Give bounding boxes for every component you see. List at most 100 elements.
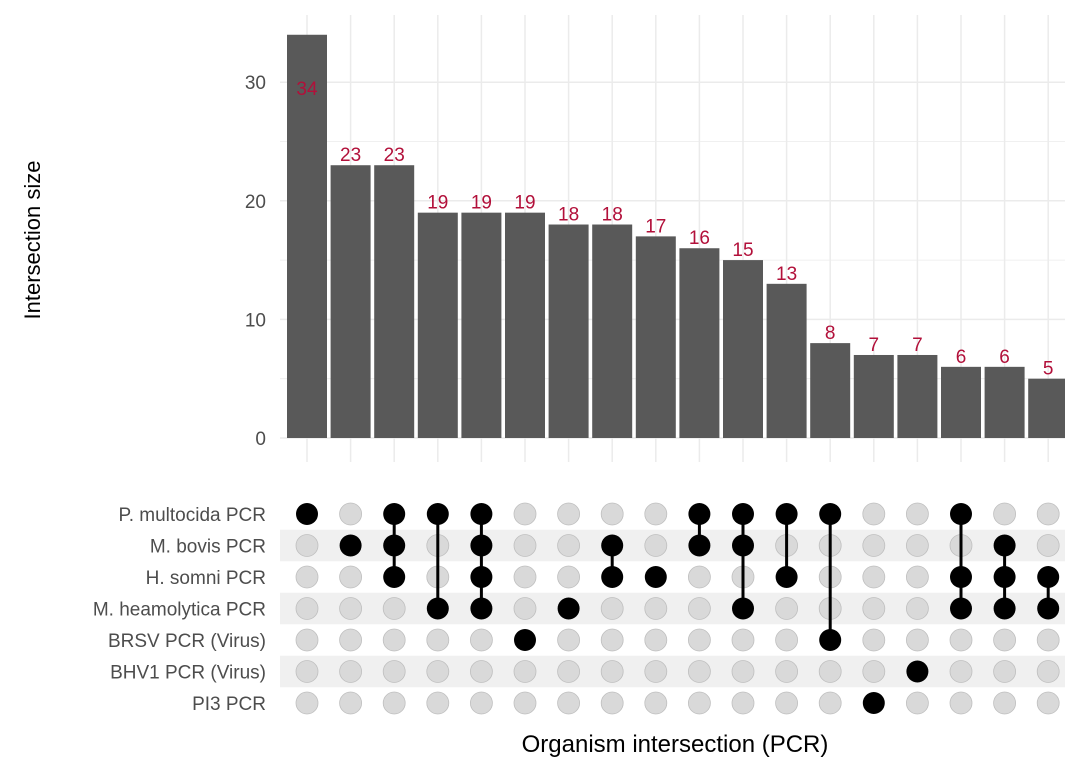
intersection-bar xyxy=(592,224,633,438)
matrix-dot-inactive xyxy=(731,660,755,683)
matrix-dot-inactive xyxy=(295,691,319,715)
matrix-dot-active xyxy=(470,597,493,620)
matrix-dot-active xyxy=(993,534,1016,557)
intersection-bar xyxy=(853,354,894,438)
matrix-dot-active xyxy=(426,503,449,525)
matrix-dot-inactive xyxy=(1036,502,1060,526)
matrix-dot-inactive xyxy=(949,628,973,652)
matrix-dot-inactive xyxy=(513,660,537,683)
matrix-dot-active xyxy=(383,534,406,557)
matrix-dot-inactive xyxy=(295,534,319,557)
bar-value-label: 18 xyxy=(602,205,623,226)
matrix-dot-inactive xyxy=(339,565,363,589)
matrix-dot-active xyxy=(514,629,536,651)
matrix-dot-inactive xyxy=(775,628,798,652)
y-tick-label: 30 xyxy=(245,73,266,94)
matrix-dot-active xyxy=(339,534,362,557)
matrix-dot-inactive xyxy=(295,660,319,683)
matrix-dot-inactive xyxy=(775,691,798,715)
matrix-dot-inactive xyxy=(906,628,929,652)
matrix-dot-active xyxy=(426,597,449,620)
matrix-dot-active xyxy=(383,503,406,525)
intersection-bar xyxy=(984,366,1025,438)
intersection-bar xyxy=(810,343,851,438)
matrix-dot-inactive xyxy=(557,691,580,715)
x-axis-label: Organism intersection (PCR) xyxy=(522,731,829,758)
set-label: PI3 PCR xyxy=(192,694,266,715)
bar-value-label: 8 xyxy=(825,323,836,344)
matrix-dot-inactive xyxy=(644,660,668,683)
matrix-dot-inactive xyxy=(906,691,929,715)
matrix-dot-inactive xyxy=(600,597,624,620)
matrix-dot-active xyxy=(557,597,580,620)
bar-value-label: 15 xyxy=(732,240,753,261)
matrix-dot-inactive xyxy=(993,660,1016,683)
intersection-bar xyxy=(461,212,502,438)
ticks-layer: 0 10 20 30 xyxy=(245,73,266,450)
matrix-dot-inactive xyxy=(600,660,624,683)
bar-value-label: 23 xyxy=(384,145,405,166)
y-tick-label: 10 xyxy=(245,310,266,331)
matrix-dot-active xyxy=(819,503,842,525)
bar-value-label: 23 xyxy=(340,145,361,166)
y-tick-label: 20 xyxy=(245,192,266,213)
matrix-dot-active xyxy=(732,503,754,525)
matrix-dot-inactive xyxy=(775,597,798,620)
matrix-dot-inactive xyxy=(426,691,450,715)
matrix-dot-inactive xyxy=(600,628,624,652)
matrix-dot-inactive xyxy=(688,628,711,652)
matrix-dot-active xyxy=(993,566,1016,588)
matrix-dot-active xyxy=(296,503,318,525)
matrix-dot-inactive xyxy=(862,660,886,683)
matrix-dot-inactive xyxy=(731,691,755,715)
bar-value-label: 5 xyxy=(1043,359,1054,380)
set-label: BRSV PCR (Virus) xyxy=(108,631,266,652)
bar-value-label: 7 xyxy=(869,335,880,356)
matrix-dot-inactive xyxy=(906,565,929,589)
matrix-dot-active xyxy=(775,566,798,588)
set-label: P. multocida PCR xyxy=(119,505,267,526)
set-label: M. bovis PCR xyxy=(150,537,266,558)
matrix-dot-inactive xyxy=(906,534,929,557)
matrix-dot-inactive xyxy=(644,534,668,557)
matrix-row-stripe xyxy=(280,529,1065,562)
matrix-dot-active xyxy=(950,566,972,588)
bar-value-label: 16 xyxy=(689,228,710,249)
matrix-dot-inactive xyxy=(382,660,406,683)
matrix-dot-active xyxy=(601,534,624,557)
matrix-dot-inactive xyxy=(557,660,580,683)
matrix-dot-active xyxy=(470,503,493,525)
matrix-dot-inactive xyxy=(339,502,363,526)
matrix-dot-inactive xyxy=(906,597,929,620)
intersection-bar xyxy=(897,354,938,438)
matrix-dot-inactive xyxy=(993,502,1016,526)
matrix-dot-active xyxy=(1037,566,1060,588)
matrix-dot-inactive xyxy=(339,691,363,715)
matrix-dot-inactive xyxy=(862,565,886,589)
matrix-dot-inactive xyxy=(1036,691,1060,715)
matrix-dot-inactive xyxy=(382,691,406,715)
set-label: H. somni PCR xyxy=(146,568,266,589)
matrix-dot-inactive xyxy=(513,691,537,715)
set-label: M. heamolytica PCR xyxy=(93,600,266,621)
matrix-dot-inactive xyxy=(339,660,363,683)
intersection-bar xyxy=(766,283,807,438)
matrix-dot-inactive xyxy=(1036,628,1060,652)
matrix-dot-inactive xyxy=(1036,660,1060,683)
matrix-dot-inactive xyxy=(993,628,1016,652)
matrix-dot-inactive xyxy=(775,660,798,683)
matrix-dot-inactive xyxy=(862,597,886,620)
matrix-dot-inactive xyxy=(644,691,668,715)
matrix-dot-inactive xyxy=(382,597,406,620)
intersection-bar xyxy=(1028,378,1065,438)
matrix-dot-inactive xyxy=(644,628,668,652)
matrix-dot-inactive xyxy=(295,565,319,589)
matrix-dot-active xyxy=(601,566,624,588)
matrix-dot-inactive xyxy=(557,502,580,526)
bar-value-label: 6 xyxy=(956,347,967,368)
matrix-dot-inactive xyxy=(688,565,711,589)
matrix-dot-inactive xyxy=(818,691,842,715)
matrix-layer: P. multocida PCR M. bovis PCR H. somni PCR… xyxy=(93,502,1065,715)
matrix-dot-inactive xyxy=(295,628,319,652)
matrix-row-stripe xyxy=(280,592,1065,625)
